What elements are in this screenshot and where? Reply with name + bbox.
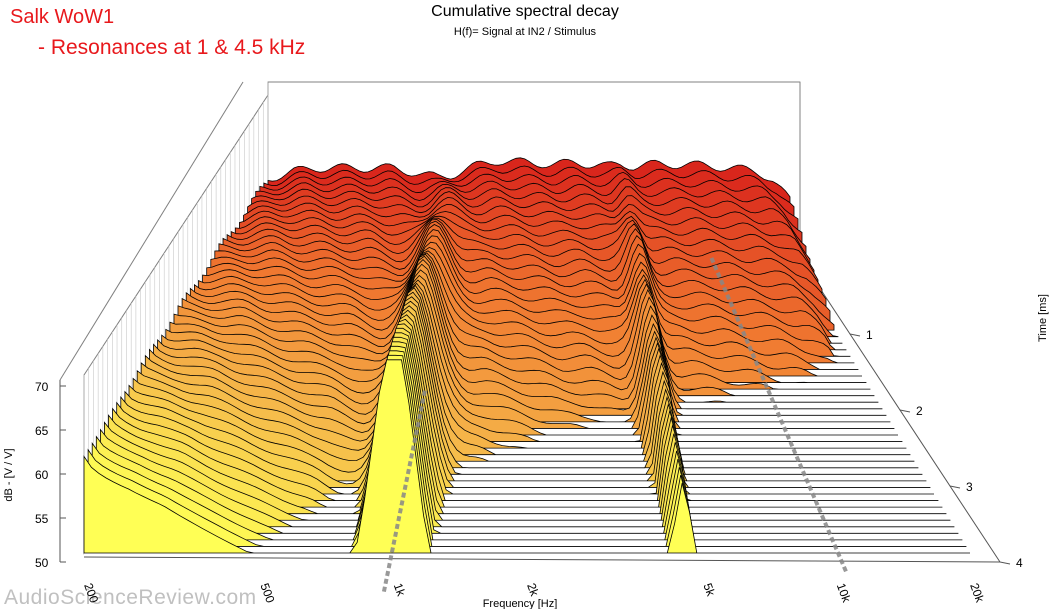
db-tick-label: 55 xyxy=(35,512,49,526)
time-tick xyxy=(949,485,961,489)
freq-tick-label: 500 xyxy=(257,581,277,605)
annotation-title: Salk WoW1 xyxy=(10,6,115,28)
db-axis-label: dB - [V / V] xyxy=(3,448,15,501)
freq-gridline-10k xyxy=(709,257,849,574)
chart-subtitle: H(f)= Signal at IN2 / Stimulus xyxy=(453,26,597,38)
annotation-subtitle: - Resonances at 1 & 4.5 kHz xyxy=(38,36,306,59)
watermark: AudioScienceReview.com xyxy=(4,586,257,609)
time-tick-label: 2 xyxy=(916,404,923,418)
freq-tick-label: 10k xyxy=(834,581,854,605)
floor-front-edge xyxy=(83,556,1001,563)
db-tick-label: 70 xyxy=(35,380,49,394)
slices-group xyxy=(83,157,970,554)
chart-title: Cumulative spectral decay xyxy=(431,3,619,20)
freq-gridline-1k xyxy=(381,390,427,594)
time-tick xyxy=(899,409,911,413)
time-tick-label: 4 xyxy=(1016,556,1023,570)
decay-slice xyxy=(153,285,903,442)
time-axis-label: Time [ms] xyxy=(1037,294,1049,342)
time-tick-label: 3 xyxy=(966,480,973,494)
decay-slice xyxy=(161,279,895,429)
db-tick-label: 50 xyxy=(35,556,49,570)
freq-tick-label: 20k xyxy=(967,581,987,605)
time-tick-label: 1 xyxy=(866,328,873,342)
freq-axis-label: Frequency [Hz] xyxy=(483,598,558,609)
decay-slice xyxy=(165,274,891,423)
db-tick-label: 65 xyxy=(35,424,49,438)
time-tick xyxy=(999,561,1011,565)
wall-frame-left xyxy=(59,81,244,381)
decay-slice xyxy=(157,282,898,436)
decay-slice xyxy=(83,359,970,554)
freq-tick-label: 2k xyxy=(524,581,542,599)
freq-tick-label: 1k xyxy=(391,581,409,599)
time-tick xyxy=(849,333,861,337)
freq-tick-label: 200 xyxy=(81,581,101,605)
freq-tick-label: 5k xyxy=(700,581,718,599)
db-tick-label: 60 xyxy=(35,468,49,482)
